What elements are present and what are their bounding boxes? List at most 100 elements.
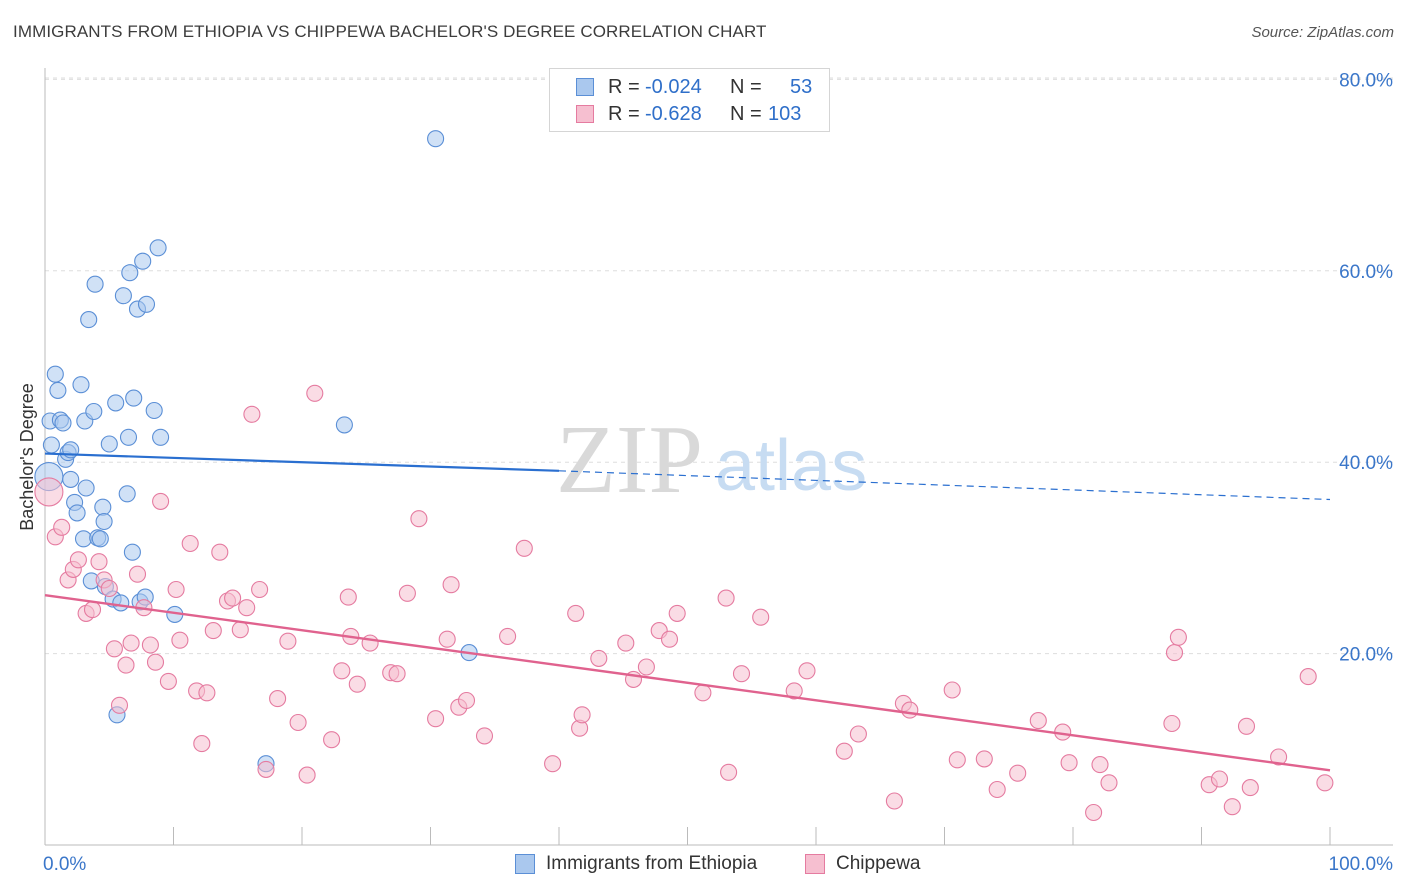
data-point-chippewa (590, 649, 608, 667)
data-point-chippewa (573, 706, 591, 724)
data-point-chippewa (323, 731, 341, 749)
data-point-chippewa (289, 713, 307, 732)
data-point-ethiopia (335, 416, 353, 434)
legend-r-label: R = (608, 103, 640, 125)
data-point-chippewa (1237, 717, 1256, 735)
data-point-chippewa (901, 701, 919, 719)
data-point-ethiopia (152, 428, 170, 446)
legend-r-label: R = (608, 76, 640, 98)
data-point-chippewa (100, 579, 118, 598)
data-point-chippewa (388, 665, 406, 683)
bottom-legend-label: Immigrants from Ethiopia (546, 853, 758, 874)
y-tick-label: 60.0% (1339, 262, 1393, 283)
data-point-chippewa (988, 780, 1006, 799)
legend-n-label: N = (730, 76, 762, 98)
y-tick-label: 80.0% (1339, 70, 1393, 91)
data-point-ethiopia (121, 264, 139, 282)
data-point-chippewa (637, 658, 655, 676)
data-points (34, 130, 1334, 822)
data-point-chippewa (181, 534, 199, 553)
data-point-chippewa (427, 710, 445, 728)
data-point-ethiopia (74, 530, 93, 548)
data-point-chippewa (1100, 774, 1118, 792)
legend-n-value: 103 (768, 103, 802, 125)
legend-r-value: -0.024 (645, 76, 702, 98)
data-point-chippewa (438, 630, 456, 648)
data-point-chippewa (567, 604, 585, 622)
data-point-chippewa (69, 551, 87, 569)
data-point-ethiopia (94, 498, 112, 516)
data-point-ethiopia (62, 470, 80, 488)
data-point-chippewa (243, 405, 261, 423)
data-point-chippewa (948, 751, 966, 769)
data-point-chippewa (1169, 628, 1187, 646)
data-point-chippewa (1009, 764, 1027, 782)
data-point-chippewa (279, 632, 297, 650)
data-point-chippewa (257, 760, 275, 778)
data-point-chippewa (251, 580, 269, 599)
data-point-chippewa (975, 750, 993, 768)
grid-lines (45, 77, 1393, 655)
data-point-chippewa (1210, 770, 1229, 788)
data-point-chippewa (835, 742, 853, 760)
bottom-legend-swatch-blue (515, 854, 535, 874)
data-point-ethiopia (80, 311, 98, 329)
data-point-chippewa (515, 539, 533, 557)
data-point-chippewa (694, 684, 712, 702)
chart-source: Source: ZipAtlas.com (1251, 24, 1394, 41)
watermark-atlas: atlas (715, 426, 867, 506)
data-point-ethiopia (95, 512, 113, 531)
data-point-chippewa (668, 604, 686, 622)
data-point-chippewa (732, 665, 751, 683)
data-point-chippewa (348, 675, 366, 693)
data-point-chippewa (1165, 644, 1184, 662)
data-point-chippewa (171, 631, 189, 649)
data-point-chippewa (720, 763, 738, 781)
data-point-chippewa (457, 691, 476, 710)
y-tick-label: 20.0% (1339, 645, 1393, 666)
y-tick-label: 40.0% (1339, 453, 1393, 474)
data-point-chippewa (361, 634, 379, 652)
data-point-chippewa (122, 634, 140, 652)
data-point-chippewa (105, 640, 123, 658)
trend-line-ethiopia (44, 452, 560, 472)
data-point-chippewa (306, 384, 324, 402)
data-point-chippewa (442, 576, 460, 594)
watermark-zip: ZIP (556, 406, 703, 514)
data-point-ethiopia (119, 428, 138, 446)
data-point-ethiopia (112, 594, 130, 612)
data-point-ethiopia (72, 376, 90, 394)
data-point-chippewa (146, 653, 165, 671)
data-point-chippewa (231, 621, 249, 639)
data-point-chippewa (298, 766, 316, 784)
data-point-chippewa (1091, 756, 1109, 774)
data-point-chippewa (410, 510, 428, 528)
data-point-ethiopia (49, 381, 67, 399)
data-point-chippewa (544, 755, 562, 773)
data-point-chippewa (1270, 748, 1288, 766)
data-point-chippewa (1316, 774, 1334, 792)
data-point-chippewa (117, 656, 135, 674)
data-point-ethiopia (123, 543, 141, 561)
data-point-chippewa (110, 696, 129, 714)
data-point-ethiopia (85, 402, 103, 421)
data-point-chippewa (943, 681, 961, 699)
data-point-chippewa (885, 792, 903, 810)
data-point-chippewa (224, 589, 242, 607)
data-point-ethiopia (107, 394, 125, 412)
y-axis-label: Bachelor's Degree (17, 383, 37, 531)
data-point-chippewa (339, 588, 357, 606)
data-point-ethiopia (134, 252, 152, 270)
data-point-chippewa (83, 601, 102, 619)
data-point-chippewa (660, 630, 679, 648)
data-point-ethiopia (77, 479, 95, 497)
data-point-chippewa (141, 636, 159, 654)
data-point-chippewa (34, 477, 64, 507)
data-point-chippewa (785, 682, 803, 700)
data-point-chippewa (198, 684, 216, 702)
x-tick-label: 100.0% (1329, 854, 1394, 875)
data-point-ethiopia (114, 287, 132, 305)
data-point-chippewa (1299, 668, 1317, 686)
data-point-ethiopia (149, 239, 167, 257)
